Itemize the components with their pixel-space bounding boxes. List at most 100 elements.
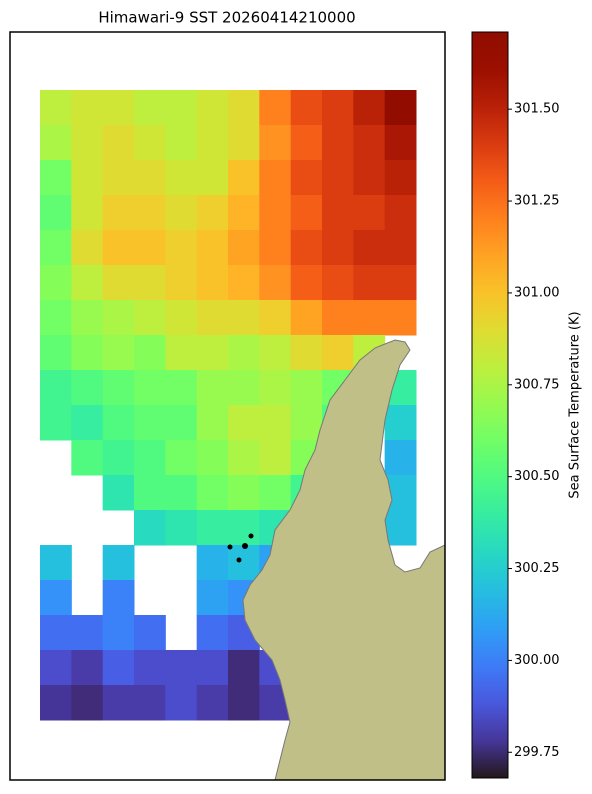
- sst-cell: [165, 335, 198, 371]
- sst-cell: [71, 195, 104, 231]
- sst-cell: [384, 510, 417, 546]
- sst-cell: [71, 440, 104, 476]
- sst-cell: [102, 370, 135, 406]
- sst-cell: [290, 230, 323, 266]
- sst-cell: [290, 265, 323, 301]
- sst-cell: [322, 300, 354, 336]
- sst-cell: [196, 405, 229, 441]
- sst-cell: [102, 440, 135, 476]
- sst-cell: [71, 615, 104, 651]
- sst-cell: [134, 510, 166, 546]
- sst-cell: [102, 405, 135, 441]
- sst-cell: [165, 90, 198, 126]
- sst-cell: [71, 370, 104, 406]
- sst-cell: [384, 405, 417, 441]
- sst-cell: [228, 475, 260, 511]
- sst-cell: [40, 685, 72, 721]
- sst-cell: [322, 195, 354, 231]
- colorbar-label: Sea Surface Temperature (K): [568, 311, 583, 498]
- sst-cell: [134, 650, 166, 686]
- sst-cell: [134, 685, 166, 721]
- sst-cell: [228, 90, 260, 126]
- sst-cell: [322, 90, 354, 126]
- marker: [236, 557, 242, 563]
- sst-cell: [290, 405, 323, 441]
- sst-cell: [71, 230, 104, 266]
- sst-cell: [134, 405, 166, 441]
- sst-cell: [40, 300, 72, 336]
- sst-cell: [384, 300, 417, 336]
- sst-cell: [228, 265, 260, 301]
- sst-cell: [228, 545, 260, 581]
- sst-cell: [134, 335, 166, 371]
- sst-cell: [134, 300, 166, 336]
- sst-cell: [353, 230, 386, 266]
- sst-cell: [165, 405, 198, 441]
- sst-cell: [228, 510, 260, 546]
- sst-cell: [290, 370, 323, 406]
- sst-cell: [290, 195, 323, 231]
- sst-cell: [102, 475, 135, 511]
- sst-cell: [40, 545, 72, 581]
- sst-cell: [71, 335, 104, 371]
- sst-cell: [40, 615, 72, 651]
- sst-cell: [353, 195, 386, 231]
- sst-cell: [322, 265, 354, 301]
- sst-cell: [40, 160, 72, 196]
- colorbar-tick-label: 301.00: [514, 285, 560, 300]
- sst-cell: [259, 90, 292, 126]
- sst-cell: [134, 440, 166, 476]
- sst-cell: [40, 230, 72, 266]
- sst-cell: [196, 265, 229, 301]
- sst-cell: [165, 195, 198, 231]
- sst-cell: [71, 685, 104, 721]
- sst-cell: [196, 335, 229, 371]
- sst-cell: [102, 545, 135, 581]
- sst-cell: [134, 265, 166, 301]
- sst-cell: [384, 230, 417, 266]
- colorbar-tick-label: 300.75: [514, 377, 560, 392]
- marker: [227, 544, 233, 550]
- colorbar-tick-label: 299.75: [514, 745, 560, 760]
- sst-cell: [165, 440, 198, 476]
- sst-cell: [322, 335, 354, 371]
- sst-cell: [102, 265, 135, 301]
- sst-cell: [322, 230, 354, 266]
- sst-cell: [165, 230, 198, 266]
- sst-cell: [228, 300, 260, 336]
- sst-cell: [40, 335, 72, 371]
- sst-cell: [290, 160, 323, 196]
- sst-cell: [196, 370, 229, 406]
- sst-cell: [165, 650, 198, 686]
- sst-cell: [384, 160, 417, 196]
- sst-cell: [228, 405, 260, 441]
- sst-cell: [71, 300, 104, 336]
- sst-cell: [102, 615, 135, 651]
- sst-cell: [102, 685, 135, 721]
- sst-cell: [196, 160, 229, 196]
- colorbar: [471, 31, 509, 779]
- sst-cell: [353, 300, 386, 336]
- sst-cell: [353, 90, 386, 126]
- sst-cell: [353, 265, 386, 301]
- sst-cell: [71, 265, 104, 301]
- sst-cell: [259, 265, 292, 301]
- sst-cell: [290, 300, 323, 336]
- sst-cell: [102, 90, 135, 126]
- sst-cell: [259, 405, 292, 441]
- sst-cell: [259, 300, 292, 336]
- sst-cell: [102, 160, 135, 196]
- sst-cell: [259, 335, 292, 371]
- sst-cell: [196, 125, 229, 161]
- sst-cell: [134, 125, 166, 161]
- sst-cell: [40, 265, 72, 301]
- sst-cell: [40, 650, 72, 686]
- sst-cell: [228, 370, 260, 406]
- sst-cell: [165, 265, 198, 301]
- sst-cell: [134, 370, 166, 406]
- sst-cell: [228, 195, 260, 231]
- sst-cell: [165, 370, 198, 406]
- sst-cell: [71, 650, 104, 686]
- sst-cell: [40, 195, 72, 231]
